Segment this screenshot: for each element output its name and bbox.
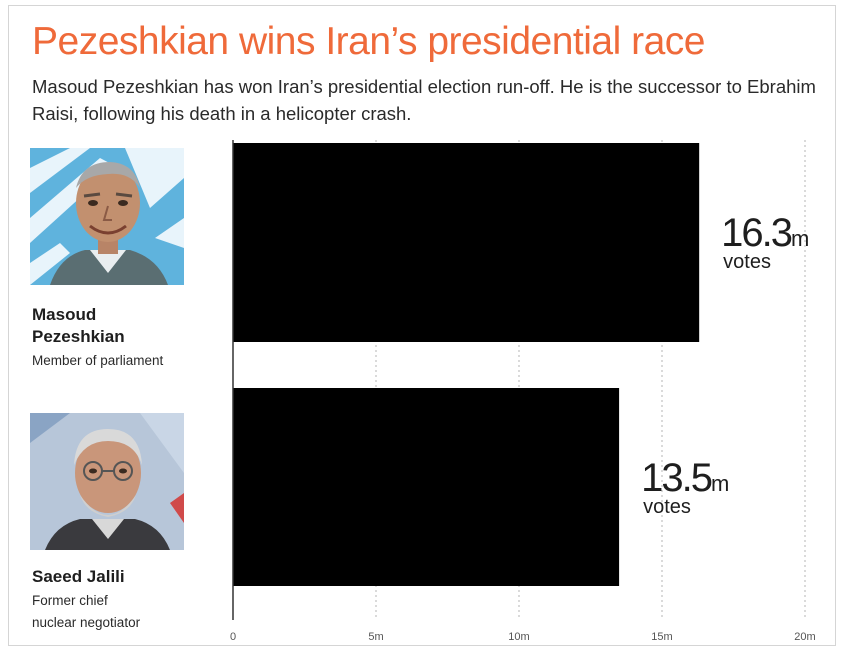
- x-tick-label: 20m: [794, 631, 815, 643]
- candidate-role: Member of parliament: [32, 353, 164, 368]
- bar: [233, 143, 700, 342]
- infographic-frame: [8, 5, 836, 646]
- data-label-unit: m: [711, 471, 728, 496]
- candidate-name-line1: Saeed Jalili: [32, 567, 125, 586]
- page-subtitle: Masoud Pezeshkian has won Iran’s preside…: [32, 76, 816, 124]
- data-label-suffix: votes: [643, 496, 691, 518]
- x-tick-label: 5m: [368, 631, 383, 643]
- candidate-photo-jalili: [30, 413, 184, 550]
- candidate-name-line2: Pezeshkian: [32, 327, 125, 346]
- x-tick-label: 10m: [508, 631, 529, 643]
- page-title: Pezeshkian wins Iran’s presidential race: [32, 20, 705, 63]
- bar: [233, 388, 620, 586]
- data-label-suffix: votes: [723, 251, 771, 273]
- x-tick-label: 0: [230, 631, 236, 643]
- candidate-role: Former chief: [32, 593, 108, 608]
- candidate-role-line2: nuclear negotiator: [32, 615, 141, 630]
- data-label-unit: m: [791, 226, 808, 251]
- candidate-photo-pezeshkian: [30, 148, 184, 285]
- data-label: 13.5m: [641, 456, 728, 500]
- data-label: 16.3m: [721, 211, 808, 255]
- x-tick-label: 15m: [651, 631, 672, 643]
- candidate-name-line1: Masoud: [32, 305, 97, 324]
